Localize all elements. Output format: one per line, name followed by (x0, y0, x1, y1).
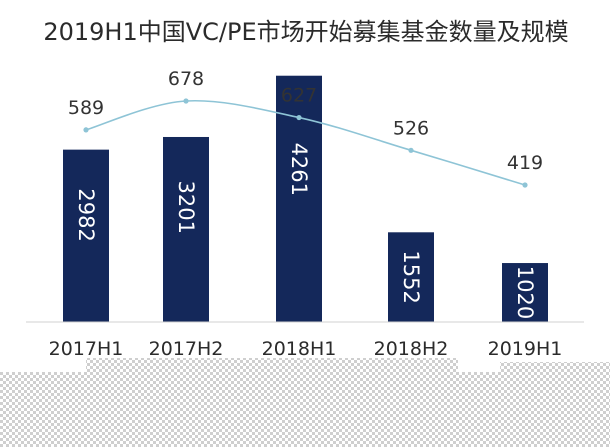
line-point-2019H1 (522, 182, 528, 188)
line-point-2018H1 (296, 114, 302, 121)
bar-value-label: 3201 (174, 181, 198, 234)
bar-value-label: 1020 (513, 266, 537, 319)
bar-2018H1 (276, 75, 322, 322)
bar-value-label: 1552 (399, 250, 423, 303)
line-value-label: 678 (168, 68, 204, 90)
line-value-label: 419 (507, 152, 543, 174)
chart-title: 2019H1中国VC/PE市场开始募集基金数量及规模 (43, 18, 568, 46)
x-tick-label: 2017H1 (49, 338, 124, 360)
line-value-label: 627 (281, 85, 317, 107)
bar-value-label: 2982 (74, 188, 98, 241)
line-value-label: 589 (68, 97, 104, 119)
bar-2017H1 (63, 149, 109, 322)
bar-2018H2 (388, 232, 434, 322)
image-artifact-overlay (0, 358, 610, 447)
line-point-2018H2 (408, 147, 414, 153)
bar-2019H1 (502, 263, 548, 322)
line-point-2017H2 (183, 98, 189, 104)
x-tick-label: 2018H2 (374, 338, 449, 360)
line-value-label: 526 (393, 117, 429, 139)
line-series: 589 678 627 526 419 (68, 68, 543, 188)
x-tick-label: 2017H2 (149, 338, 224, 360)
x-tick-label: 2018H1 (262, 338, 337, 360)
line-point-2017H1 (83, 127, 89, 133)
bar-value-label: 4261 (287, 143, 311, 196)
x-tick-label: 2019H1 (488, 338, 563, 360)
x-axis-ticks: 2017H1 2017H2 2018H1 2018H2 2019H1 (49, 338, 563, 360)
bar-2017H2 (163, 136, 209, 322)
